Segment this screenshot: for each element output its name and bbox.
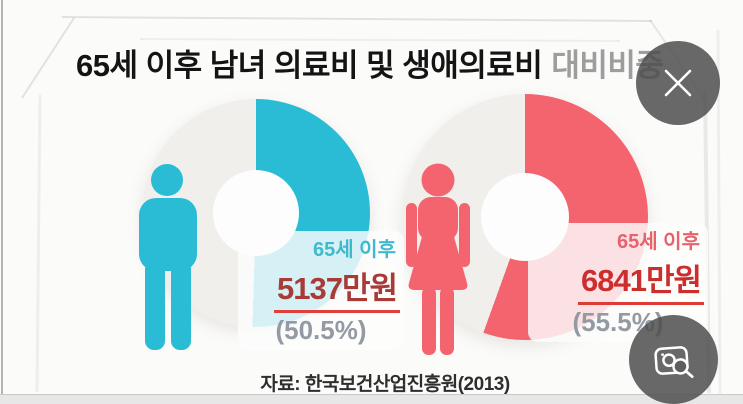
- close-button[interactable]: [636, 41, 720, 125]
- male-stats-block: 65세 이후 5137만원 (50.5%): [238, 231, 404, 350]
- male-percent-value: (50.5%): [275, 315, 367, 345]
- female-figure-icon: [406, 163, 470, 355]
- image-search-button[interactable]: [629, 315, 718, 404]
- page-title: 65세 이후 남녀 의료비 및 생애의료비 대비비중: [76, 40, 664, 85]
- male-age-label: 65세 이후: [312, 239, 396, 261]
- female-amount-value: 6841만원: [577, 255, 704, 305]
- close-icon: [664, 69, 692, 97]
- bottom-edge-strip: [0, 394, 743, 404]
- female-age-label: 65세 이후: [616, 231, 700, 253]
- male-amount-value: 5137만원: [273, 263, 400, 313]
- source-caption: 자료: 한국보건산업진흥원(2013): [260, 374, 510, 395]
- male-figure-icon: [139, 164, 197, 350]
- camera-search-icon: [653, 345, 694, 378]
- title-main: 65세 이후 남녀 의료비 및 생애의료비: [76, 48, 543, 83]
